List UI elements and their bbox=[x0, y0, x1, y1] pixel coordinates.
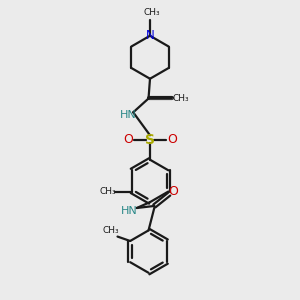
Text: CH₃: CH₃ bbox=[172, 94, 189, 103]
Text: HN: HN bbox=[121, 206, 138, 216]
Text: CH₃: CH₃ bbox=[143, 8, 160, 17]
Text: O: O bbox=[167, 133, 177, 146]
Text: O: O bbox=[169, 185, 178, 198]
Text: HN: HN bbox=[119, 110, 136, 120]
Text: S: S bbox=[145, 133, 155, 147]
Text: N: N bbox=[146, 29, 154, 42]
Text: O: O bbox=[123, 133, 133, 146]
Text: CH₃: CH₃ bbox=[103, 226, 119, 235]
Text: CH₃: CH₃ bbox=[100, 187, 116, 196]
